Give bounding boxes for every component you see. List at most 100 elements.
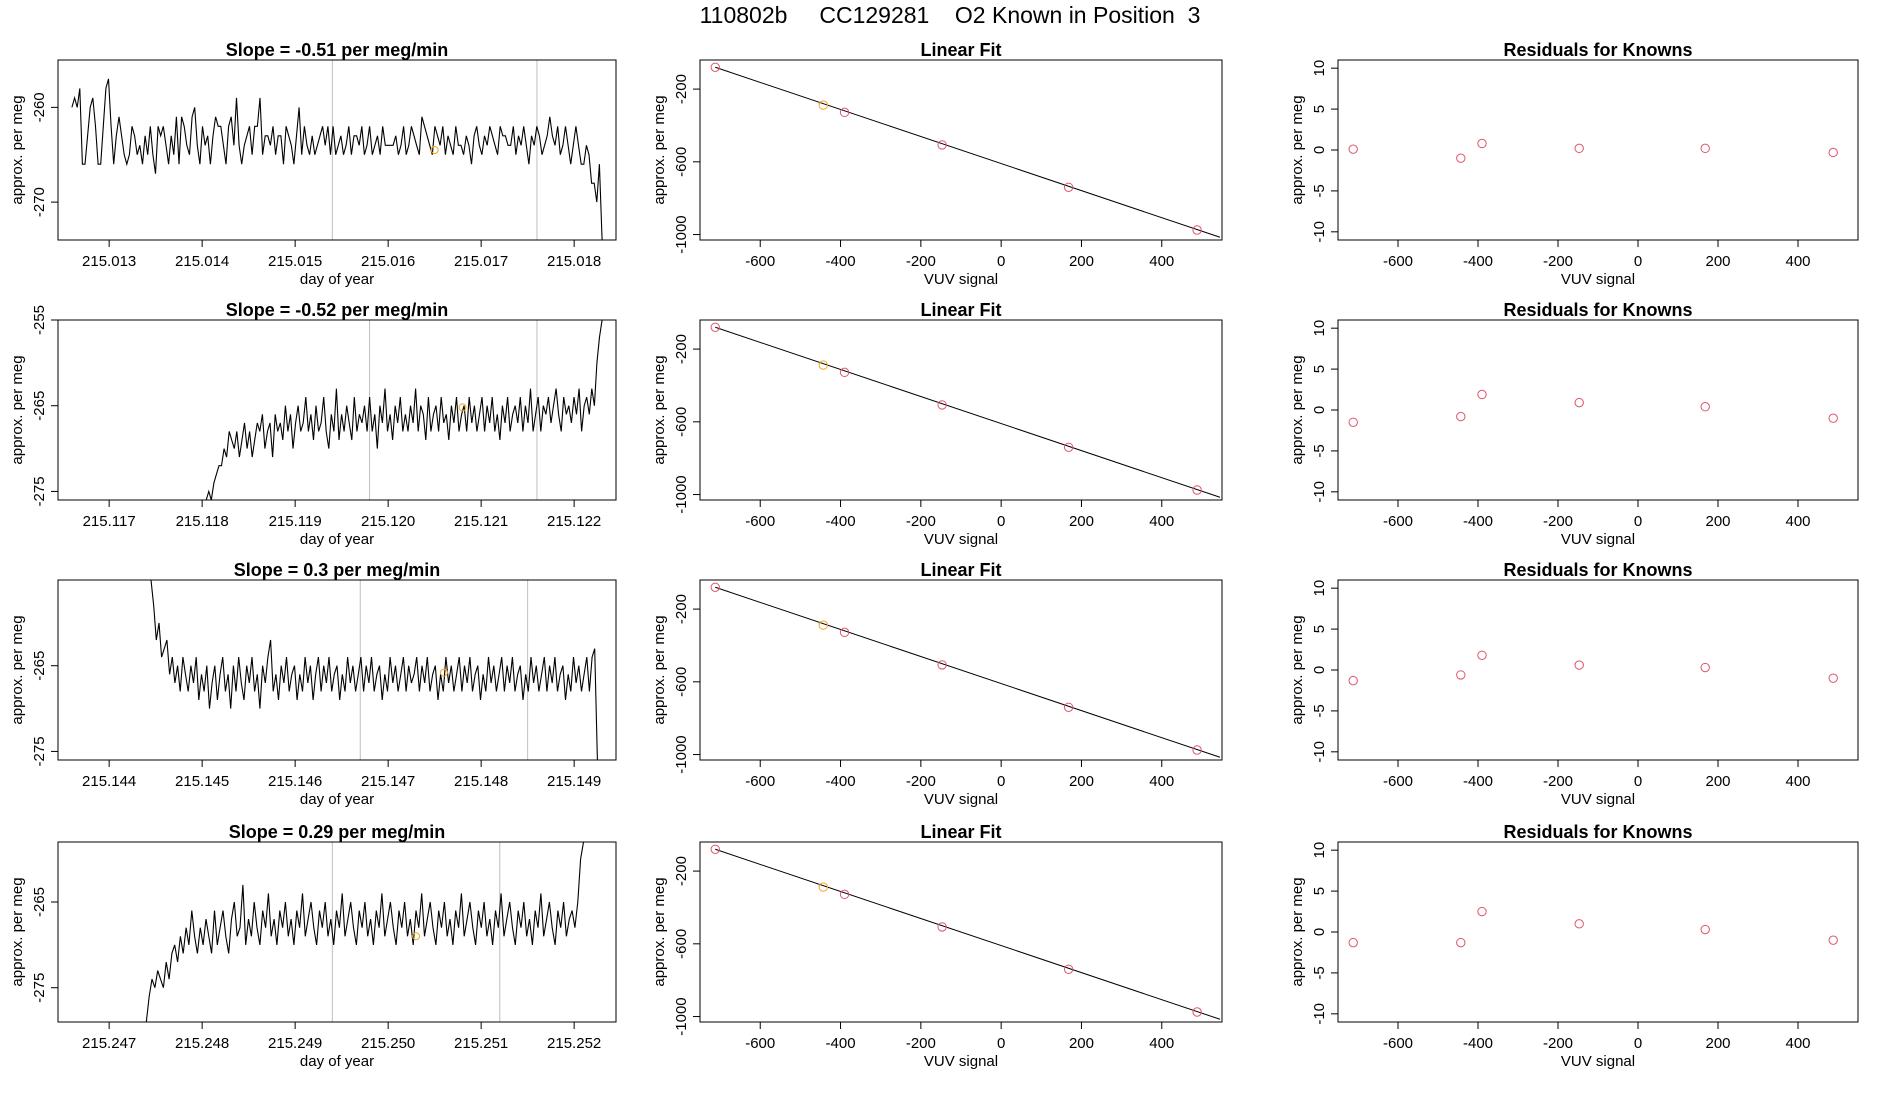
data-point	[1348, 675, 1358, 686]
data-point	[937, 660, 947, 670]
y-axis-label: approx. per meg	[651, 355, 668, 464]
x-tick-label: 200	[1069, 773, 1094, 790]
series-line	[71, 78, 603, 240]
y-tick-label: -10	[1311, 741, 1328, 763]
y-tick-label: -200	[673, 594, 690, 624]
series-line	[150, 580, 598, 760]
y-tick-label: -1000	[673, 997, 690, 1035]
x-axis-label: VUV signal	[1561, 1053, 1635, 1070]
x-tick-label: 400	[1149, 513, 1174, 530]
plot-frame	[1337, 579, 1859, 761]
x-tick-label: -600	[1383, 513, 1413, 530]
plot-panel: Slope = 0.3 per meg/min 215.144 215.145 215…	[9, 560, 617, 808]
x-tick-label: -600	[1383, 773, 1413, 790]
plot-panel: Slope = 0.29 per meg/min 215.247 215.248 21…	[9, 822, 617, 1070]
x-tick-label: 215.120	[361, 513, 415, 530]
plot-area	[150, 580, 598, 760]
plot-frame	[699, 579, 1223, 761]
plot-title: Slope = -0.51 per meg/min	[226, 40, 449, 60]
y-tick-label: -265	[31, 887, 48, 917]
x-axis-label: VUV signal	[1561, 791, 1635, 808]
page-title: 110802b CC129281 O2 Known in Position 3	[699, 2, 1201, 28]
data-point	[937, 922, 947, 932]
data-point	[710, 62, 720, 72]
x-tick-label: -400	[1463, 1035, 1493, 1052]
x-tick-label: -400	[826, 773, 856, 790]
y-tick-label: 0	[1311, 666, 1328, 674]
y-tick-label: -600	[673, 929, 690, 959]
x-tick-label: 200	[1069, 513, 1094, 530]
data-point	[1063, 182, 1074, 192]
x-tick-label: -200	[906, 1035, 936, 1052]
fit-line	[715, 326, 1221, 498]
x-axis-label: VUV signal	[924, 531, 998, 548]
plot-frame	[1337, 59, 1859, 241]
plot-title: Linear Fit	[920, 300, 1001, 320]
data-point	[1192, 225, 1202, 235]
x-tick-label: -200	[1543, 1035, 1573, 1052]
plot-area	[1348, 389, 1838, 427]
data-point	[710, 582, 720, 592]
data-point	[1192, 485, 1202, 495]
x-tick-label: 215.018	[547, 253, 601, 270]
x-tick-label: -400	[826, 1035, 856, 1052]
plot-title: Linear Fit	[920, 40, 1001, 60]
plot-frame	[57, 59, 617, 241]
highlight-point	[818, 620, 828, 630]
plot-frame	[699, 59, 1223, 241]
data-point	[1063, 442, 1074, 452]
x-tick-label: 200	[1069, 1035, 1094, 1052]
x-tick-label: 215.117	[83, 513, 136, 530]
x-tick-label: -600	[745, 253, 775, 270]
data-point	[1828, 147, 1838, 158]
x-tick-label: 200	[1705, 513, 1730, 530]
plot-panel: Residuals for Knowns -600 -400 -200 0 200 400 V…	[1289, 560, 1859, 808]
data-point	[1828, 935, 1838, 945]
plot-area	[710, 844, 1221, 1020]
plot-frame	[57, 579, 617, 761]
x-tick-label: 400	[1149, 253, 1174, 270]
y-tick-label: -5	[1311, 444, 1328, 457]
x-tick-label: -200	[1543, 513, 1573, 530]
plot-frame	[1337, 841, 1859, 1023]
series-line	[145, 842, 585, 1022]
plot-area	[710, 322, 1221, 498]
y-tick-label: -10	[1311, 481, 1328, 503]
y-tick-label: 10	[1311, 580, 1328, 597]
highlight-point	[439, 668, 448, 677]
plot-panel: Slope = -0.51 per meg/min 215.013 215.014 2…	[9, 40, 617, 288]
x-tick-label: 0	[1634, 773, 1642, 790]
data-point	[1574, 919, 1584, 929]
fit-line	[715, 848, 1221, 1020]
x-tick-label: 400	[1785, 773, 1810, 790]
x-tick-label: 215.148	[454, 773, 508, 790]
y-tick-label: 5	[1311, 365, 1328, 373]
x-tick-label: 215.146	[268, 773, 322, 790]
y-tick-label: -600	[673, 667, 690, 697]
plot-title: Slope = 0.29 per meg/min	[229, 822, 446, 842]
data-point	[1348, 937, 1358, 948]
x-tick-label: -600	[1383, 1035, 1413, 1052]
x-tick-label: 215.121	[454, 513, 508, 530]
plot-title: Residuals for Knowns	[1503, 40, 1692, 60]
x-axis-label: day of year	[300, 271, 374, 288]
x-tick-label: -200	[906, 773, 936, 790]
y-tick-label: -5	[1311, 704, 1328, 717]
x-tick-label: 215.249	[268, 1035, 322, 1052]
y-tick-label: 5	[1311, 887, 1328, 895]
plot-frame	[699, 319, 1223, 501]
x-tick-label: 0	[997, 773, 1005, 790]
x-tick-label: 200	[1705, 1035, 1730, 1052]
x-tick-label: -200	[1543, 253, 1573, 270]
x-tick-label: 215.144	[82, 773, 136, 790]
x-axis-label: day of year	[300, 531, 374, 548]
data-point	[1456, 411, 1466, 422]
highlight-point	[412, 932, 421, 941]
plot-frame	[699, 841, 1223, 1023]
data-point	[839, 107, 850, 118]
plot-area	[1348, 650, 1838, 686]
x-tick-label: -400	[1463, 253, 1493, 270]
x-tick-label: 200	[1705, 253, 1730, 270]
highlight-point	[818, 882, 828, 892]
